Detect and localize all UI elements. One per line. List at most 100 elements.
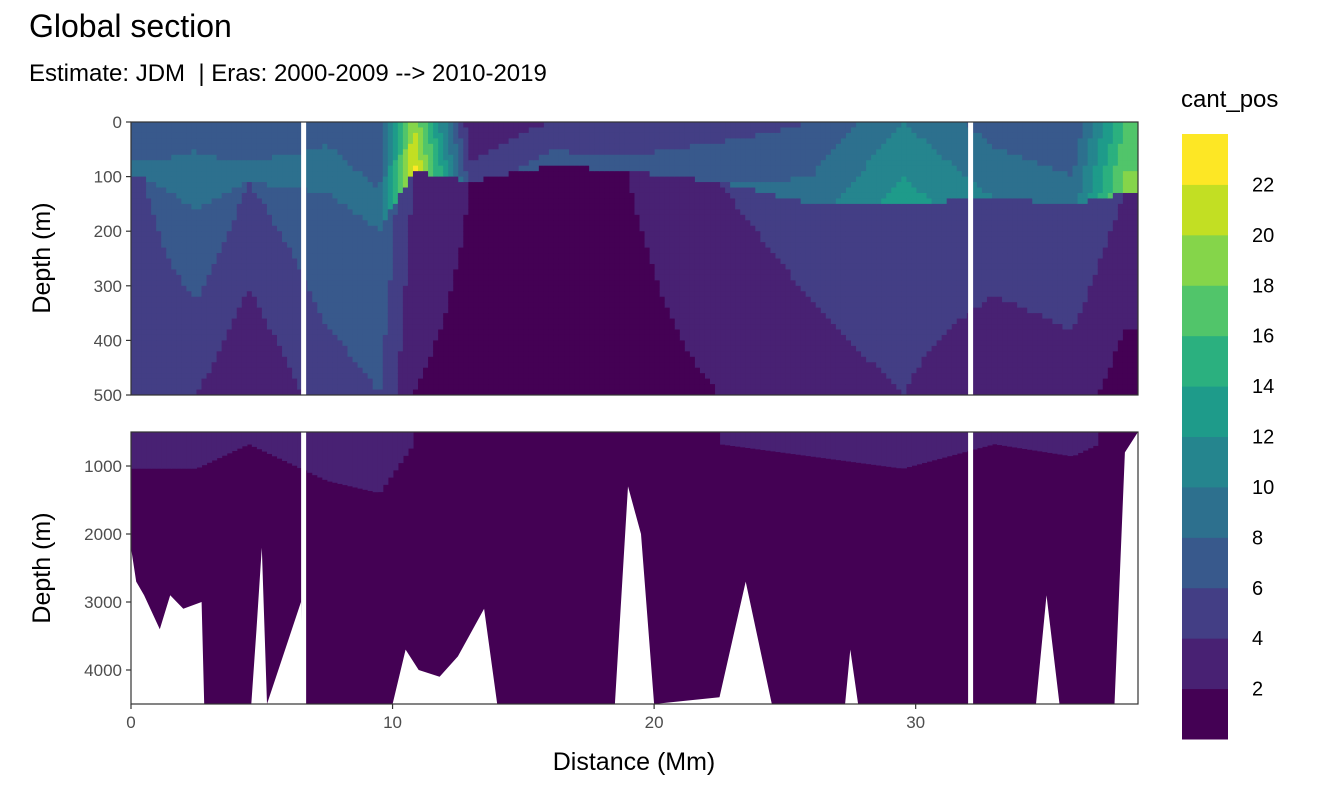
heatmap-cell <box>473 214 480 221</box>
heatmap-cell <box>553 203 560 210</box>
heatmap-cell <box>397 367 404 374</box>
heatmap-cell <box>488 192 495 200</box>
heatmap-cell <box>397 182 404 189</box>
heatmap-cell <box>256 302 263 309</box>
heatmap-cell <box>579 263 585 271</box>
heatmap-cell <box>564 274 570 281</box>
heatmap-cell <box>443 253 449 260</box>
heatmap-cell <box>579 362 585 369</box>
heatmap-cell <box>347 258 354 265</box>
heatmap-cell <box>543 182 550 189</box>
heatmap-cell <box>624 242 631 249</box>
heatmap-cell <box>503 324 510 331</box>
heatmap-cell <box>377 198 384 205</box>
heatmap-cell <box>196 236 203 243</box>
heatmap-cell <box>166 334 172 341</box>
heatmap-cell <box>362 154 369 161</box>
heatmap-cell <box>443 165 449 172</box>
heatmap-cell <box>231 280 238 287</box>
heatmap-cell <box>614 324 620 331</box>
heatmap-cell <box>528 220 535 227</box>
heatmap-cell <box>609 143 615 150</box>
heatmap-cell <box>372 176 379 183</box>
heatmap-cell <box>438 258 444 265</box>
heatmap-cell <box>397 171 404 178</box>
heatmap-cell <box>538 203 545 210</box>
heatmap-cell <box>171 362 177 369</box>
heatmap-cell <box>483 356 490 363</box>
heatmap-cell <box>624 143 631 150</box>
heatmap-cell <box>543 356 550 363</box>
heatmap-cell <box>483 285 490 292</box>
heatmap-cell <box>569 307 575 314</box>
heatmap-cell <box>211 198 218 205</box>
heatmap-cell <box>246 307 253 314</box>
heatmap-cell <box>292 307 298 314</box>
heatmap-cell <box>347 127 354 134</box>
heatmap-cell <box>352 389 359 395</box>
heatmap-cell <box>271 280 278 287</box>
heatmap-cell <box>337 253 344 260</box>
heatmap-cell <box>377 160 384 167</box>
heatmap-cell <box>453 236 459 243</box>
heatmap-cell <box>423 378 429 385</box>
heatmap-cell <box>579 242 585 249</box>
heatmap-cell <box>629 231 636 238</box>
heatmap-cell <box>191 143 198 150</box>
heatmap-cell <box>498 384 505 391</box>
heatmap-cell <box>322 274 328 281</box>
heatmap-cell <box>564 378 570 385</box>
heatmap-cell <box>226 247 233 254</box>
heatmap-cell <box>513 324 520 331</box>
heatmap-cell <box>241 340 248 347</box>
heatmap-cell <box>171 247 177 254</box>
heatmap-cell <box>362 307 369 314</box>
heatmap-cell <box>231 313 238 320</box>
heatmap-cell <box>171 242 177 249</box>
heatmap-cell <box>136 340 142 347</box>
heatmap-cell <box>569 253 575 260</box>
heatmap-cell <box>271 160 278 167</box>
heatmap-cell <box>282 318 288 325</box>
heatmap-cell <box>574 334 580 341</box>
heatmap-cell <box>463 187 469 194</box>
heatmap-cell <box>407 160 414 167</box>
heatmap-cell <box>337 247 344 254</box>
heatmap-cell <box>498 132 505 139</box>
heatmap-cell <box>458 351 464 358</box>
heatmap-cell <box>609 165 615 172</box>
heatmap-cell <box>221 334 228 341</box>
heatmap-cell <box>266 165 273 172</box>
heatmap-cell <box>206 132 213 139</box>
heatmap-cell <box>266 138 273 145</box>
heatmap-cell <box>191 296 198 303</box>
heatmap-cell <box>387 378 394 385</box>
heatmap-cell <box>171 291 177 298</box>
heatmap-cell <box>332 318 339 325</box>
heatmap-cell <box>236 313 243 320</box>
heatmap-cell <box>181 220 187 227</box>
heatmap-cell <box>584 362 590 369</box>
heatmap-cell <box>584 138 590 145</box>
heatmap-cell <box>211 192 218 200</box>
heatmap-cell <box>543 313 550 320</box>
heatmap-cell <box>478 280 485 287</box>
heatmap-cell <box>584 269 590 276</box>
heatmap-cell <box>337 356 344 363</box>
heatmap-cell <box>478 389 485 395</box>
heatmap-cell <box>443 149 449 156</box>
heatmap-cell <box>352 367 359 374</box>
heatmap-cell <box>579 192 585 200</box>
heatmap-cell <box>246 209 253 216</box>
heatmap-cell <box>548 209 555 216</box>
heatmap-cell <box>156 220 162 227</box>
heatmap-cell <box>619 165 626 172</box>
heatmap-cell <box>201 253 208 260</box>
heatmap-cell <box>236 127 243 134</box>
heatmap-cell <box>473 209 480 216</box>
heatmap-cell <box>473 182 480 189</box>
heatmap-cell <box>312 345 318 352</box>
heatmap-cell <box>136 307 142 314</box>
heatmap-cell <box>146 324 152 331</box>
heatmap-cell <box>407 263 414 271</box>
